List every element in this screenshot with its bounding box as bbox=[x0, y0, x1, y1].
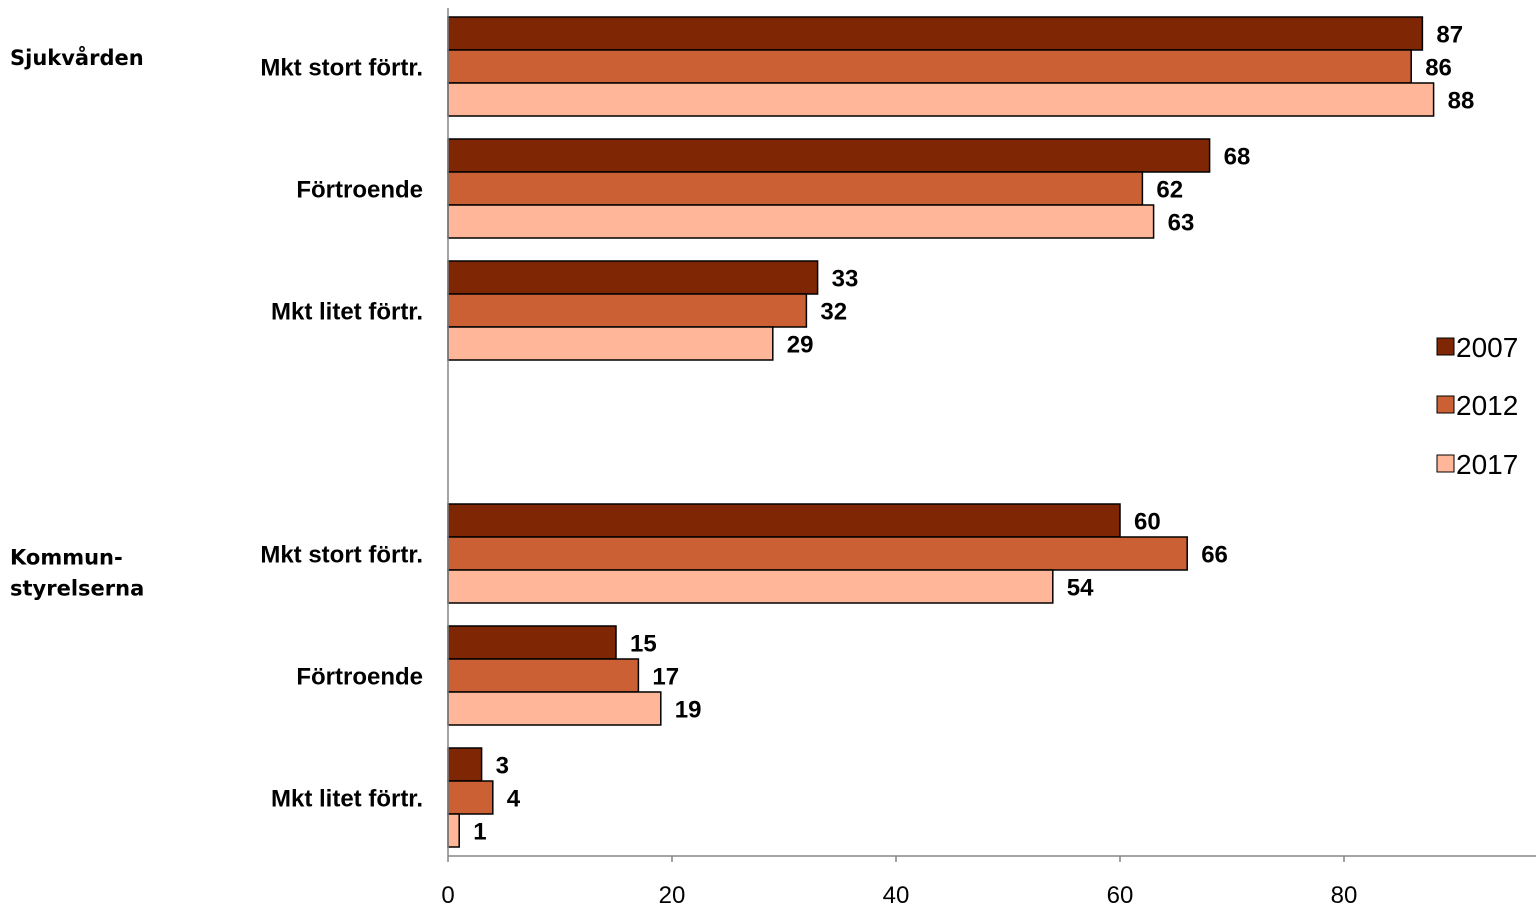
data-label: 4 bbox=[507, 786, 521, 813]
group-label: Sjukvården bbox=[10, 45, 144, 70]
data-label: 3 bbox=[496, 753, 509, 780]
bar-0-1-2012 bbox=[447, 171, 1144, 206]
data-label: 63 bbox=[1168, 210, 1195, 237]
category-label: Mkt stort förtr. bbox=[260, 542, 423, 569]
category-label: Förtroende bbox=[296, 177, 423, 204]
bar-1-0-2017 bbox=[447, 569, 1054, 604]
category-label: Mkt stort förtr. bbox=[260, 55, 423, 82]
x-tick-label: 60 bbox=[1107, 882, 1134, 906]
data-label: 68 bbox=[1224, 144, 1251, 171]
legend-label: 2017 bbox=[1456, 449, 1518, 480]
data-label: 88 bbox=[1448, 88, 1475, 115]
legend-label: 2007 bbox=[1456, 332, 1518, 363]
bar-0-0-2017 bbox=[447, 82, 1435, 117]
data-label: 86 bbox=[1425, 55, 1452, 82]
data-label: 62 bbox=[1156, 177, 1183, 204]
group-label: Kommun-styrelserna bbox=[10, 546, 144, 601]
bar-1-0-2007 bbox=[447, 503, 1121, 538]
data-label: 66 bbox=[1201, 542, 1228, 569]
bar-0-0-2012 bbox=[447, 49, 1412, 84]
bar-0-2-2007 bbox=[447, 260, 819, 295]
data-label: 1 bbox=[473, 819, 486, 846]
data-label: 54 bbox=[1067, 575, 1094, 602]
bar-1-1-2007 bbox=[447, 625, 617, 660]
data-label: 19 bbox=[675, 697, 702, 724]
legend: 2007 2012 2017 bbox=[1436, 332, 1518, 480]
category-label: Mkt litet förtr. bbox=[271, 299, 423, 326]
data-label: 87 bbox=[1436, 22, 1463, 49]
bar-0-2-2012 bbox=[447, 293, 808, 328]
bar-1-1-2012 bbox=[447, 658, 640, 693]
bar-0-0-2007 bbox=[447, 16, 1424, 51]
bars-layer bbox=[447, 16, 1435, 848]
bar-1-0-2012 bbox=[447, 536, 1188, 571]
bar-1-2-2017 bbox=[447, 813, 460, 848]
bar-1-1-2017 bbox=[447, 691, 662, 726]
bar-0-1-2017 bbox=[447, 204, 1155, 239]
x-tick-label: 20 bbox=[659, 882, 686, 906]
bar-0-2-2017 bbox=[447, 326, 774, 361]
x-tick-label: 40 bbox=[883, 882, 910, 906]
data-label: 29 bbox=[787, 332, 814, 359]
bar-1-2-2007 bbox=[447, 747, 483, 782]
bar-0-1-2007 bbox=[447, 138, 1211, 173]
category-label: Förtroende bbox=[296, 664, 423, 691]
category-label: Mkt litet förtr. bbox=[271, 786, 423, 813]
x-tick-label: 80 bbox=[1331, 882, 1358, 906]
legend-swatch bbox=[1436, 395, 1455, 414]
legend-swatch bbox=[1436, 337, 1455, 356]
data-label: 32 bbox=[820, 299, 847, 326]
data-label: 33 bbox=[832, 266, 859, 293]
legend-label: 2012 bbox=[1456, 390, 1518, 421]
legend-swatch bbox=[1436, 454, 1455, 473]
x-tick-label: 0 bbox=[441, 882, 454, 906]
axis-layer: 0 20 40 60 80 bbox=[441, 8, 1536, 906]
data-label: 60 bbox=[1134, 509, 1161, 536]
bar-1-2-2012 bbox=[447, 780, 494, 815]
data-label: 17 bbox=[652, 664, 679, 691]
data-label: 15 bbox=[630, 631, 657, 658]
